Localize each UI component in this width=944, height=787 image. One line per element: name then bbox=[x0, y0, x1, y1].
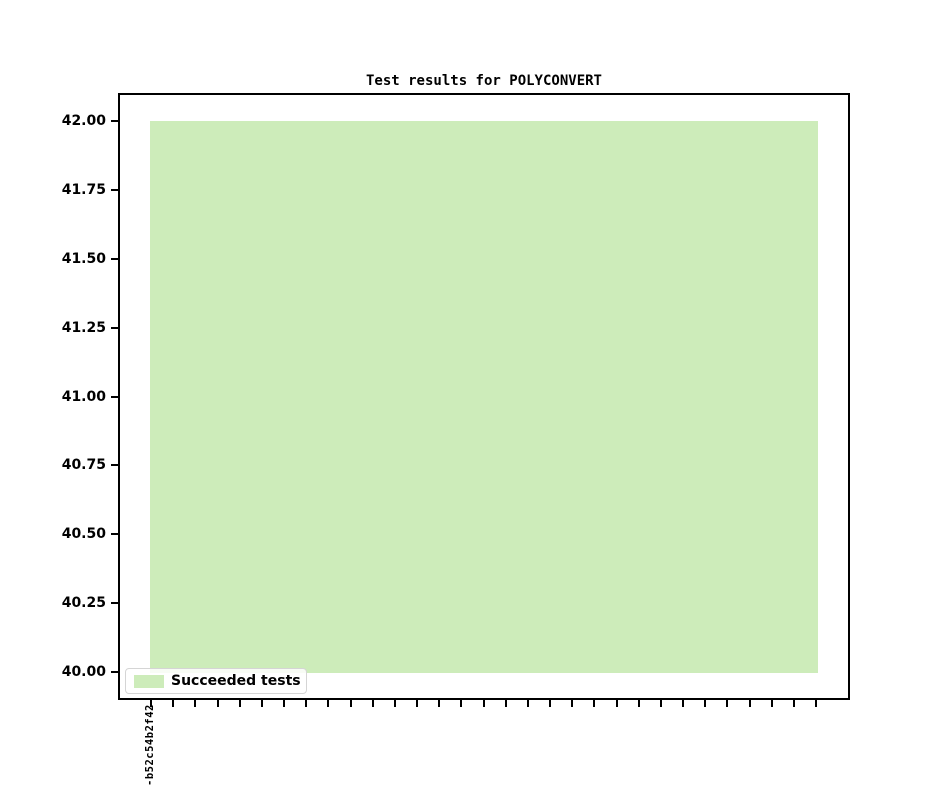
x-tick bbox=[350, 700, 352, 707]
x-tick bbox=[660, 700, 662, 707]
x-tick bbox=[460, 700, 462, 707]
x-tick bbox=[749, 700, 751, 707]
x-tick bbox=[527, 700, 529, 707]
x-tick bbox=[194, 700, 196, 707]
y-tick bbox=[111, 327, 118, 329]
x-tick bbox=[638, 700, 640, 707]
y-tick-label: 41.50 bbox=[61, 251, 106, 267]
y-tick bbox=[111, 671, 118, 673]
x-tick bbox=[571, 700, 573, 707]
x-tick bbox=[372, 700, 374, 707]
legend-swatch-succeeded bbox=[134, 675, 164, 688]
chart-title: Test results for POLYCONVERT bbox=[365, 73, 602, 89]
y-tick-label: 42.00 bbox=[61, 113, 106, 129]
x-tick bbox=[305, 700, 307, 707]
y-tick-label: 41.75 bbox=[61, 182, 106, 198]
x-tick bbox=[616, 700, 618, 707]
x-tick bbox=[704, 700, 706, 707]
x-tick bbox=[483, 700, 485, 707]
x-tick bbox=[394, 700, 396, 707]
y-tick-label: 41.25 bbox=[61, 320, 106, 336]
legend: Succeeded tests bbox=[125, 668, 307, 694]
y-tick bbox=[111, 533, 118, 535]
x-tick bbox=[505, 700, 507, 707]
x-tick bbox=[793, 700, 795, 707]
x-tick bbox=[283, 700, 285, 707]
x-tick bbox=[726, 700, 728, 707]
x-tick-label-commit: -b52c54b2f42 bbox=[144, 704, 156, 786]
y-tick-label: 40.75 bbox=[61, 457, 106, 473]
y-tick bbox=[111, 189, 118, 191]
y-tick bbox=[111, 464, 118, 466]
y-tick bbox=[111, 120, 118, 122]
x-tick bbox=[150, 700, 152, 707]
x-tick bbox=[593, 700, 595, 707]
x-tick bbox=[239, 700, 241, 707]
y-tick bbox=[111, 396, 118, 398]
x-tick bbox=[217, 700, 219, 707]
y-tick-label: 40.25 bbox=[61, 595, 106, 611]
bar-succeeded-tests bbox=[150, 121, 818, 673]
x-tick bbox=[771, 700, 773, 707]
x-tick bbox=[261, 700, 263, 707]
legend-label-succeeded: Succeeded tests bbox=[171, 673, 301, 689]
y-tick-label: 41.00 bbox=[61, 389, 106, 405]
x-tick bbox=[549, 700, 551, 707]
x-tick bbox=[416, 700, 418, 707]
y-tick-label: 40.50 bbox=[61, 526, 106, 542]
y-tick bbox=[111, 258, 118, 260]
y-tick bbox=[111, 602, 118, 604]
x-tick bbox=[682, 700, 684, 707]
x-tick bbox=[172, 700, 174, 707]
x-tick bbox=[438, 700, 440, 707]
x-tick bbox=[815, 700, 817, 707]
y-tick-label: 40.00 bbox=[61, 664, 106, 680]
x-tick bbox=[327, 700, 329, 707]
